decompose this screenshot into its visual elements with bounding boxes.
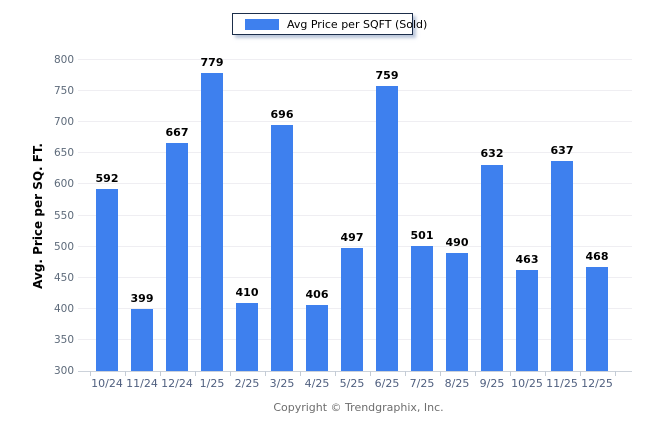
bar (551, 161, 573, 371)
bar (271, 124, 293, 371)
x-tick-mark (299, 371, 301, 376)
y-tick-label: 700 (53, 116, 74, 129)
x-tick-label: 6/25 (374, 377, 400, 390)
bar-value-label: 501 (410, 228, 434, 242)
bar (516, 269, 538, 371)
bar-value-label: 637 (550, 144, 574, 158)
bar (236, 302, 258, 371)
bar-value-label: 468 (585, 249, 609, 263)
x-tick-mark (614, 371, 616, 376)
x-tick-mark (159, 371, 161, 376)
bar (201, 73, 223, 371)
bar (131, 309, 153, 371)
x-tick-label: 5/25 (339, 377, 365, 390)
bar (341, 248, 363, 371)
copyright-text: Copyright © Trendgraphix, Inc. (273, 401, 444, 414)
x-tick-label: 10/25 (511, 377, 543, 390)
legend-label: Avg Price per SQFT (Sold) (287, 17, 428, 31)
x-tick-label: 11/25 (546, 377, 578, 390)
bar (411, 245, 433, 371)
bar-value-label: 497 (340, 231, 364, 245)
bar-value-label: 490 (445, 235, 469, 249)
y-tick-label: 350 (53, 333, 74, 346)
x-tick-mark (509, 371, 511, 376)
x-tick-label: 7/25 (409, 377, 435, 390)
bar-value-label: 592 (95, 172, 119, 186)
bar-value-label: 406 (305, 288, 329, 302)
x-tick-mark (369, 371, 371, 376)
x-tick-mark (89, 371, 91, 376)
x-tick-label: 4/25 (304, 377, 330, 390)
bar (586, 266, 608, 371)
bar (446, 252, 468, 371)
x-tick-mark (404, 371, 406, 376)
y-tick-label: 600 (53, 178, 74, 191)
bar-value-label: 399 (130, 292, 154, 306)
y-tick-label: 300 (53, 365, 74, 377)
x-tick-mark (194, 371, 196, 376)
bar-value-label: 410 (235, 285, 259, 299)
x-tick-label: 1/25 (199, 377, 225, 390)
y-tick-label: 450 (53, 271, 74, 284)
y-tick-label: 650 (53, 147, 74, 160)
x-tick-label: 10/24 (91, 377, 123, 390)
bar (481, 164, 503, 371)
bar-value-label: 779 (200, 56, 224, 70)
y-gridline (78, 245, 632, 247)
bar (166, 142, 188, 371)
y-tick-label: 400 (53, 302, 74, 315)
x-tick-mark (124, 371, 126, 376)
x-tick-label: 8/25 (444, 377, 470, 390)
x-tick-mark (474, 371, 476, 376)
x-tick-label: 12/25 (581, 377, 613, 390)
y-tick-label: 500 (53, 240, 74, 253)
x-axis-line (78, 371, 632, 372)
bar (96, 189, 118, 371)
y-gridline (78, 214, 632, 216)
x-tick-label: 11/24 (126, 377, 158, 390)
legend-swatch (245, 18, 279, 30)
x-tick-mark (264, 371, 266, 376)
bar-value-label: 632 (480, 147, 504, 161)
y-gridline (78, 183, 632, 185)
plot-area: 300 350 400 450 500 550 600 650 700 750 800 592 10/2… (54, 54, 632, 390)
x-tick-label: 2/25 (234, 377, 260, 390)
bar-value-label: 759 (375, 68, 399, 82)
x-tick-mark (334, 371, 336, 376)
bar (306, 305, 328, 371)
legend: Avg Price per SQFT (Sold) (232, 13, 427, 35)
y-gridline (78, 152, 632, 154)
x-tick-mark (229, 371, 231, 376)
y-tick-label: 800 (53, 54, 74, 66)
bar (376, 85, 398, 371)
x-tick-mark (439, 371, 441, 376)
y-gridline (78, 121, 632, 123)
bar-value-label: 696 (270, 107, 294, 121)
x-tick-mark (579, 371, 581, 376)
bar-value-label: 667 (165, 125, 189, 139)
y-tick-label: 750 (53, 85, 74, 98)
y-gridline (78, 90, 632, 92)
x-tick-label: 3/25 (269, 377, 295, 390)
bar-value-label: 463 (515, 252, 539, 266)
x-tick-label: 9/25 (479, 377, 505, 390)
y-tick-label: 550 (53, 209, 74, 222)
y-gridline (78, 59, 632, 60)
x-tick-mark (544, 371, 546, 376)
x-tick-label: 12/24 (161, 377, 193, 390)
